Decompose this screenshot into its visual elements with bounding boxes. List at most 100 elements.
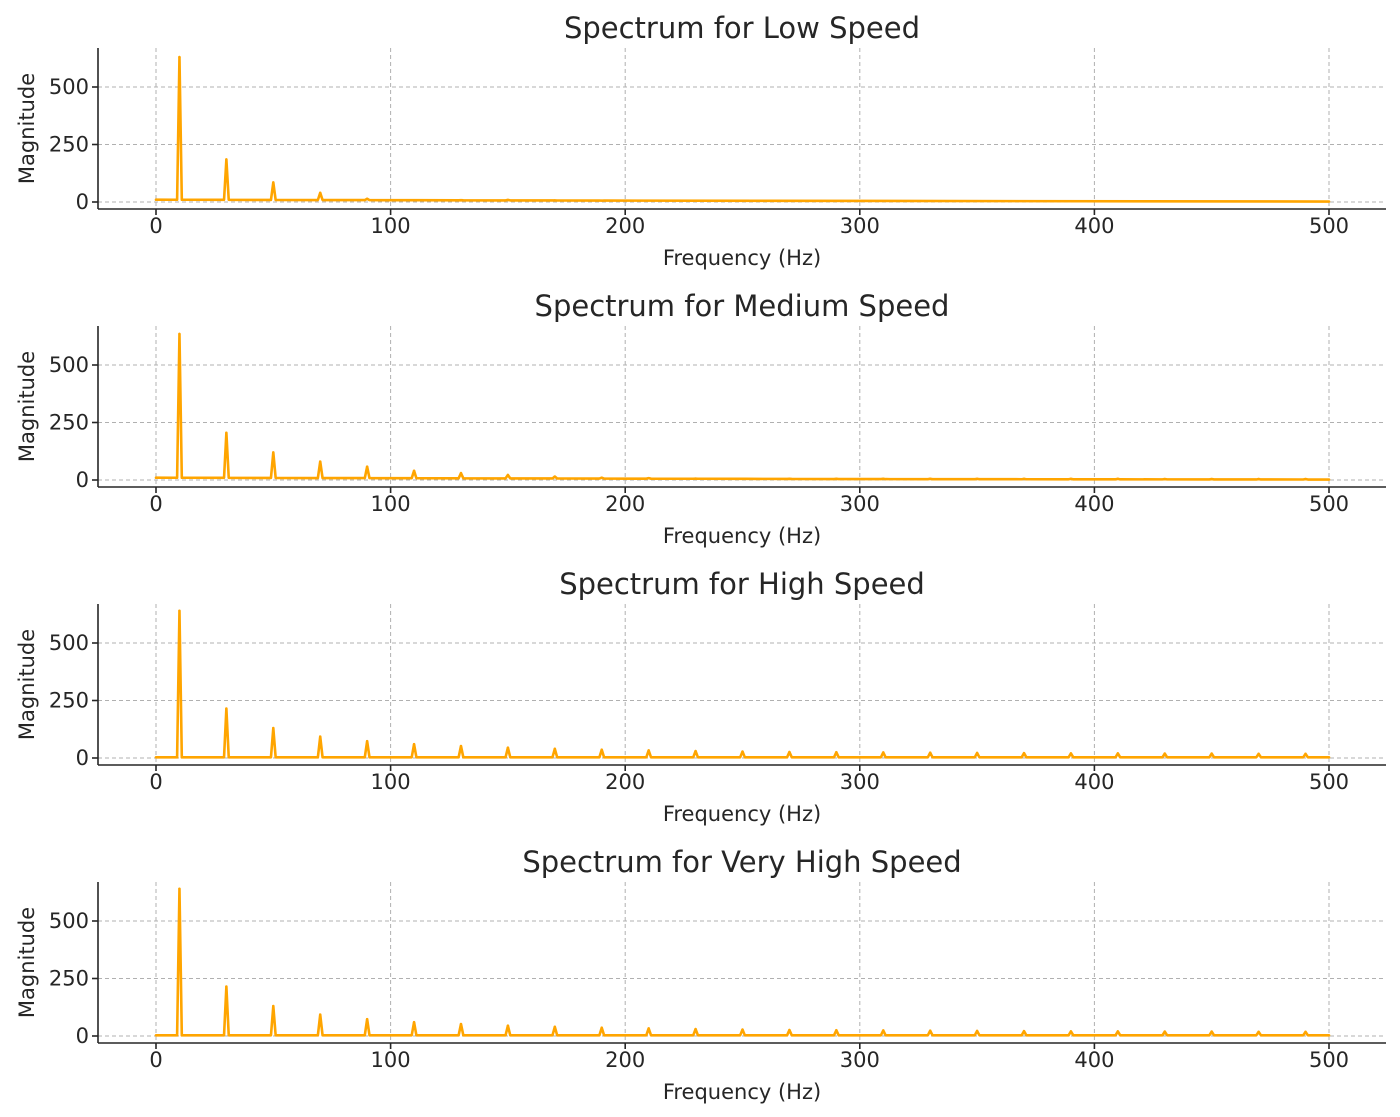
spectrum-peak-point xyxy=(882,477,885,481)
spectrum-peak-point xyxy=(225,707,228,710)
x-tick-label: 0 xyxy=(149,1048,162,1072)
x-tick-label: 100 xyxy=(371,214,411,238)
spectrum-peak-point xyxy=(600,476,603,479)
spectrum-peak-point xyxy=(272,1004,275,1008)
x-tick-label: 400 xyxy=(1074,214,1114,238)
spectrum-peak-point xyxy=(225,985,228,988)
spectrum-peak-point xyxy=(1304,752,1307,756)
spectrum-peak-point xyxy=(1163,477,1166,481)
spectrum-peak-point xyxy=(1210,752,1213,755)
spectrum-peak-point xyxy=(788,477,791,481)
spectrum-peak-point xyxy=(178,55,181,59)
chart-panel-low-speed: Spectrum for Low Speed Frequency (Hz) Ma… xyxy=(15,11,1386,270)
spectrum-peak-point xyxy=(459,744,463,748)
spectrum-peak-point xyxy=(365,197,369,200)
spectrum-peak-point xyxy=(1069,477,1073,481)
x-tick-label: 200 xyxy=(605,492,645,516)
spectrum-peak-point xyxy=(647,749,650,752)
x-tick-label: 400 xyxy=(1074,770,1114,794)
spectrum-peak-point xyxy=(928,751,932,754)
spectrum-peak-point xyxy=(319,191,322,194)
spectrum-peak-point xyxy=(1210,477,1213,481)
spectrum-peak-point xyxy=(1116,752,1120,755)
y-tick-label: 0 xyxy=(76,190,89,214)
spectrum-peak-point xyxy=(272,726,275,730)
chart-panel-high-speed: Spectrum for High Speed Frequency (Hz) M… xyxy=(15,567,1386,826)
spectrum-peak-point xyxy=(459,471,463,475)
spectrum-peak-point xyxy=(1022,1029,1026,1033)
spectrum-peak-point xyxy=(225,431,228,435)
spectrum-peak-point xyxy=(553,747,557,750)
spectrum-peak-point xyxy=(928,1029,932,1032)
spectrum-peak-point xyxy=(788,750,791,754)
spectrum-line xyxy=(154,55,1331,203)
spectrum-peak-point xyxy=(506,473,510,477)
spectrum-peak-point xyxy=(553,475,557,478)
spectrum-line xyxy=(154,609,1331,759)
spectrum-peak-point xyxy=(1022,751,1026,755)
spectrum-peak-point xyxy=(1069,752,1073,755)
spectrum-peak-point xyxy=(788,1028,791,1032)
x-tick-label: 100 xyxy=(371,770,411,794)
spectrum-peak-point xyxy=(975,751,979,755)
y-tick-label: 250 xyxy=(49,689,89,713)
spectrum-peak-point xyxy=(365,740,369,743)
spectrum-peak-point xyxy=(1163,752,1166,755)
x-tick-label: 500 xyxy=(1309,1048,1349,1072)
spectrum-peak-point xyxy=(506,198,510,202)
spectrum-peak-point xyxy=(319,735,322,738)
spectrum-peak-point xyxy=(506,746,510,749)
spectrum-peak-point xyxy=(1304,477,1307,481)
y-tick-label: 0 xyxy=(76,468,89,492)
x-tick-label: 400 xyxy=(1074,1048,1114,1072)
x-tick-label: 0 xyxy=(149,492,162,516)
spectrum-peak-point xyxy=(975,1029,979,1033)
spectrum-peak-point xyxy=(272,181,275,184)
x-tick-label: 100 xyxy=(371,492,411,516)
y-tick-label: 0 xyxy=(76,746,89,770)
spectrum-peak-point xyxy=(272,451,275,454)
x-tick-label: 300 xyxy=(840,492,880,516)
y-axis-label: Magnitude xyxy=(15,629,39,740)
spectrum-peak-point xyxy=(319,460,322,463)
spectrum-peak-point xyxy=(1116,1030,1120,1033)
y-tick-label: 250 xyxy=(49,967,89,991)
spectrum-peak-point xyxy=(553,199,557,202)
spectrum-peak-point xyxy=(178,332,181,336)
spectrum-peak-point xyxy=(1022,477,1026,481)
spectrum-peak-point xyxy=(178,609,181,612)
spectrum-peak-point xyxy=(741,477,744,481)
spectrum-peak-point xyxy=(178,887,181,890)
spectrum-peak-point xyxy=(600,748,603,751)
spectrum-peak-point xyxy=(600,199,603,202)
spectrum-peak-point xyxy=(882,1029,885,1032)
spectrum-line xyxy=(154,887,1331,1037)
spectrum-peak-point xyxy=(319,1013,322,1016)
y-tick-label: 0 xyxy=(76,1024,89,1048)
spectrum-peak-point xyxy=(1210,1030,1213,1033)
chart-title: Spectrum for Very High Speed xyxy=(522,845,961,879)
y-tick-label: 500 xyxy=(49,909,89,933)
spectrum-peak-point xyxy=(1163,1030,1166,1033)
chart-panel-very-high-speed: Spectrum for Very High Speed Frequency (… xyxy=(15,845,1386,1104)
x-tick-label: 0 xyxy=(149,770,162,794)
spectrum-peak-point xyxy=(412,198,416,202)
spectrum-line xyxy=(154,332,1331,481)
x-tick-label: 300 xyxy=(840,770,880,794)
x-axis-label: Frequency (Hz) xyxy=(663,1080,821,1104)
chart-title: Spectrum for High Speed xyxy=(559,567,925,601)
spectrum-peak-point xyxy=(694,749,697,753)
spectrum-peak-point xyxy=(694,477,697,480)
spectrum-peak-point xyxy=(835,477,838,481)
spectrum-peak-point xyxy=(647,1027,650,1030)
x-tick-label: 200 xyxy=(605,770,645,794)
spectrum-peak-point xyxy=(928,477,932,481)
x-tick-label: 300 xyxy=(840,214,880,238)
x-tick-label: 200 xyxy=(605,1048,645,1072)
spectrum-peak-point xyxy=(412,469,416,472)
spectrum-peak-point xyxy=(600,1026,603,1029)
spectrum-peak-point xyxy=(365,465,369,468)
x-tick-label: 0 xyxy=(149,214,162,238)
x-tick-label: 400 xyxy=(1074,492,1114,516)
